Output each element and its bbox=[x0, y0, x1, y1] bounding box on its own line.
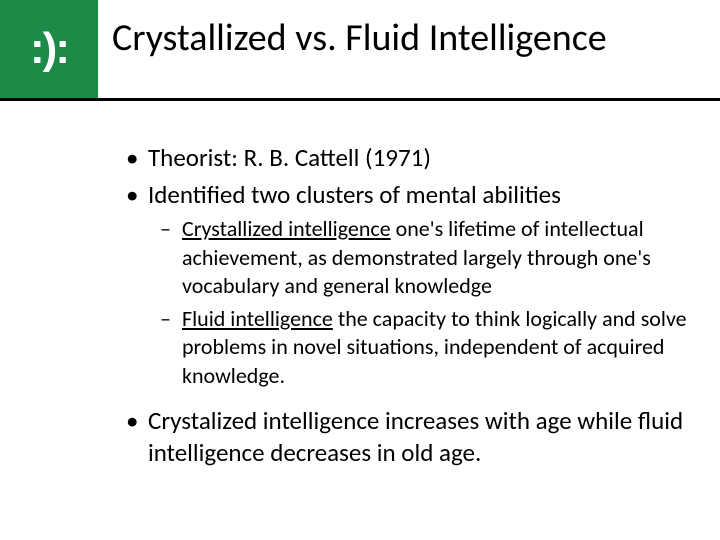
sidebar-logo-block: :): bbox=[0, 0, 98, 98]
bullet-glyph-l2: – bbox=[160, 215, 182, 301]
bullet-text: Crystallized intelligence one's lifetime… bbox=[182, 215, 688, 301]
title-underline bbox=[0, 98, 720, 101]
term-underlined: Fluid intelligence bbox=[182, 305, 333, 332]
bullet-text: Identified two clusters of mental abilit… bbox=[148, 179, 561, 212]
bullet-text: Fluid intelligence the capacity to think… bbox=[182, 305, 688, 391]
content-area: • Theorist: R. B. Cattell (1971) • Ident… bbox=[98, 110, 708, 474]
bullet-glyph-l1: • bbox=[126, 405, 148, 470]
bullet-level1: • Identified two clusters of mental abil… bbox=[126, 179, 688, 212]
logo-text: :): bbox=[30, 24, 68, 74]
spacer bbox=[126, 395, 688, 405]
term-underlined: Crystallized intelligence bbox=[182, 215, 391, 242]
bullet-text: Crystalized intelligence increases with … bbox=[148, 405, 688, 470]
bullet-level1: • Crystalized intelligence increases wit… bbox=[126, 405, 688, 470]
bullet-glyph-l1: • bbox=[126, 142, 148, 175]
bullet-text: Theorist: R. B. Cattell (1971) bbox=[148, 142, 431, 175]
bullet-level2: – Fluid intelligence the capacity to thi… bbox=[160, 305, 688, 391]
sidebar-spacer bbox=[0, 98, 98, 540]
bullet-level1: • Theorist: R. B. Cattell (1971) bbox=[126, 142, 688, 175]
page-title: Crystallized vs. Fluid Intelligence bbox=[112, 18, 706, 60]
bullet-level2: – Crystallized intelligence one's lifeti… bbox=[160, 215, 688, 301]
bullet-glyph-l2: – bbox=[160, 305, 182, 391]
title-area: Crystallized vs. Fluid Intelligence bbox=[98, 0, 720, 98]
bullet-glyph-l1: • bbox=[126, 179, 148, 212]
